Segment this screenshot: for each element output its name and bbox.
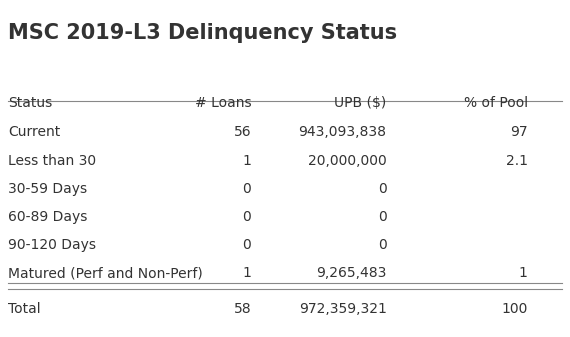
Text: 90-120 Days: 90-120 Days bbox=[9, 238, 96, 252]
Text: 9,265,483: 9,265,483 bbox=[316, 266, 386, 280]
Text: Status: Status bbox=[9, 96, 52, 110]
Text: UPB ($): UPB ($) bbox=[335, 96, 386, 110]
Text: 30-59 Days: 30-59 Days bbox=[9, 182, 88, 196]
Text: 20,000,000: 20,000,000 bbox=[308, 154, 386, 167]
Text: Total: Total bbox=[9, 302, 41, 316]
Text: 943,093,838: 943,093,838 bbox=[299, 125, 386, 140]
Text: 0: 0 bbox=[242, 238, 251, 252]
Text: 0: 0 bbox=[242, 182, 251, 196]
Text: 1: 1 bbox=[242, 266, 251, 280]
Text: # Loans: # Loans bbox=[194, 96, 251, 110]
Text: 2.1: 2.1 bbox=[506, 154, 528, 167]
Text: 100: 100 bbox=[502, 302, 528, 316]
Text: Current: Current bbox=[9, 125, 60, 140]
Text: 1: 1 bbox=[519, 266, 528, 280]
Text: % of Pool: % of Pool bbox=[463, 96, 528, 110]
Text: 0: 0 bbox=[242, 210, 251, 224]
Text: 58: 58 bbox=[234, 302, 251, 316]
Text: 97: 97 bbox=[510, 125, 528, 140]
Text: 0: 0 bbox=[378, 182, 386, 196]
Text: Less than 30: Less than 30 bbox=[9, 154, 96, 167]
Text: 60-89 Days: 60-89 Days bbox=[9, 210, 88, 224]
Text: 1: 1 bbox=[242, 154, 251, 167]
Text: MSC 2019-L3 Delinquency Status: MSC 2019-L3 Delinquency Status bbox=[9, 23, 397, 43]
Text: 972,359,321: 972,359,321 bbox=[299, 302, 386, 316]
Text: 56: 56 bbox=[234, 125, 251, 140]
Text: Matured (Perf and Non-Perf): Matured (Perf and Non-Perf) bbox=[9, 266, 203, 280]
Text: 0: 0 bbox=[378, 210, 386, 224]
Text: 0: 0 bbox=[378, 238, 386, 252]
